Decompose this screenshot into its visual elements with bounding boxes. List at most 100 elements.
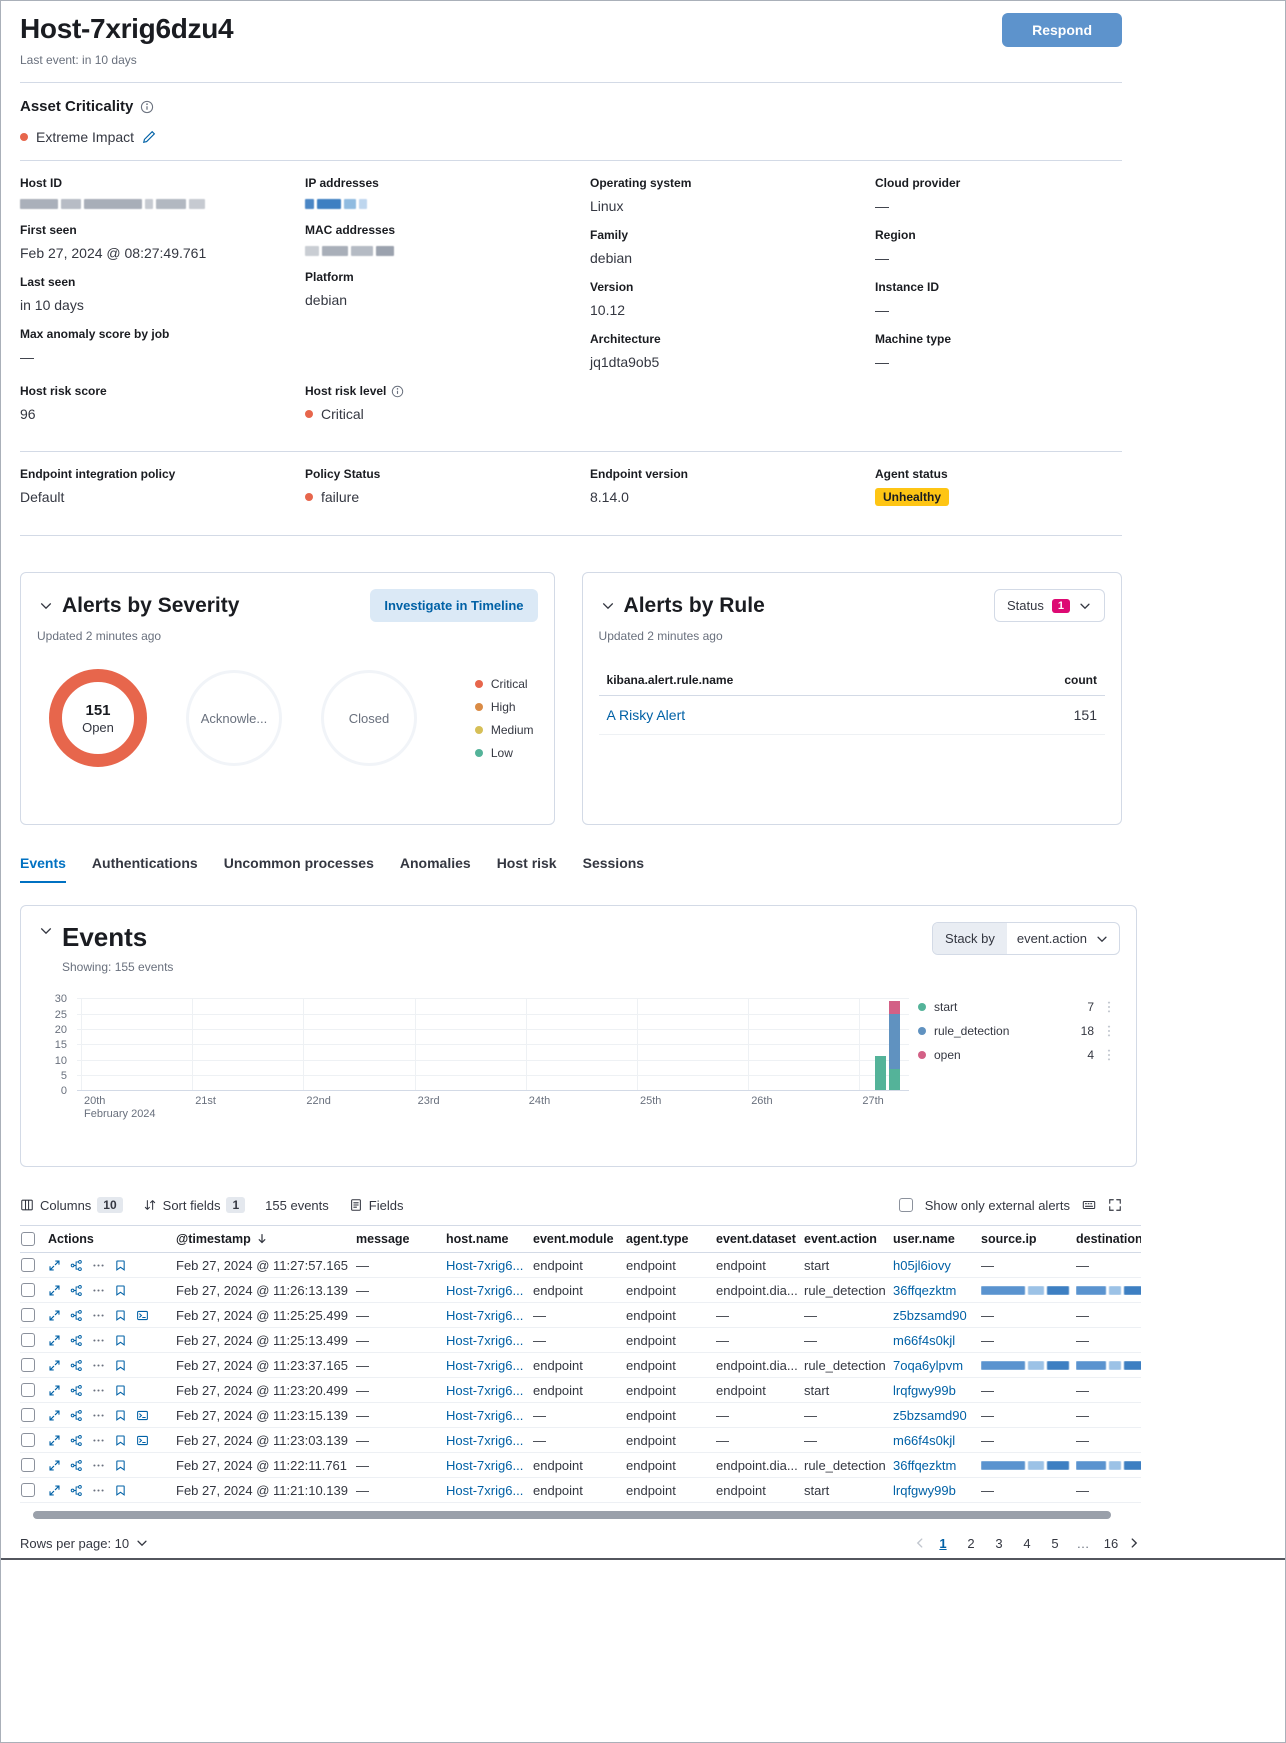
page-number-1[interactable]: 1 (939, 1535, 947, 1551)
user-value[interactable]: h05jl6iovy (893, 1257, 951, 1273)
column-header-message[interactable]: message (356, 1232, 410, 1247)
fullscreen-icon[interactable] (1108, 1198, 1122, 1212)
user-value[interactable]: z5bzsamd90 (893, 1307, 967, 1323)
expand-event-icon[interactable] (48, 1359, 61, 1372)
row-checkbox[interactable] (21, 1283, 35, 1298)
column-header-destination[interactable]: destination (1076, 1232, 1141, 1247)
sort-fields-button[interactable]: Sort fields 1 (143, 1197, 246, 1214)
show-external-alerts-checkbox[interactable] (898, 1198, 913, 1213)
acknowledged-alerts-donut[interactable]: Acknowle... (186, 670, 282, 767)
select-all-checkbox[interactable] (21, 1232, 35, 1247)
column-header-agent-type[interactable]: agent.type (626, 1232, 689, 1247)
user-value[interactable]: lrqfgwy99b (893, 1382, 956, 1398)
collapse-chevron-icon[interactable] (37, 597, 55, 615)
host-value[interactable]: Host-7xrig6... (446, 1332, 524, 1348)
more-actions-icon[interactable] (92, 1409, 105, 1422)
more-actions-icon[interactable] (92, 1359, 105, 1372)
session-view-icon[interactable] (136, 1434, 149, 1447)
row-checkbox[interactable] (21, 1358, 35, 1373)
user-value[interactable]: lrqfgwy99b (893, 1482, 956, 1498)
host-value[interactable]: Host-7xrig6... (446, 1257, 524, 1273)
user-value[interactable]: z5bzsamd90 (893, 1407, 967, 1423)
expand-event-icon[interactable] (48, 1384, 61, 1397)
chevron-right-icon[interactable] (1127, 1536, 1141, 1550)
analyze-event-icon[interactable] (70, 1459, 83, 1472)
more-actions-icon[interactable] (92, 1434, 105, 1447)
more-actions-icon[interactable] (92, 1259, 105, 1272)
host-value[interactable]: Host-7xrig6... (446, 1357, 524, 1373)
open-alerts-donut[interactable]: 151 Open (49, 669, 147, 768)
more-actions-icon[interactable] (92, 1334, 105, 1347)
analyze-event-icon[interactable] (70, 1359, 83, 1372)
expand-event-icon[interactable] (48, 1284, 61, 1297)
column-header-actions[interactable]: Actions (48, 1232, 94, 1247)
row-checkbox[interactable] (21, 1433, 35, 1448)
expand-event-icon[interactable] (48, 1334, 61, 1347)
kebab-icon[interactable] (1102, 1024, 1116, 1038)
host-value[interactable]: Host-7xrig6... (446, 1457, 524, 1473)
rows-per-page-button[interactable]: Rows per page: 10 (20, 1536, 149, 1551)
kebab-icon[interactable] (1102, 1048, 1116, 1062)
row-checkbox[interactable] (21, 1308, 35, 1323)
analyze-event-icon[interactable] (70, 1384, 83, 1397)
tab-host-risk[interactable]: Host risk (496, 855, 557, 872)
column-header-timestamp[interactable]: @timestamp (176, 1232, 356, 1246)
tab-anomalies[interactable]: Anomalies (399, 855, 471, 872)
page-number-4[interactable]: 4 (1023, 1535, 1031, 1551)
column-header-host-name[interactable]: host.name (446, 1232, 509, 1247)
add-to-timeline-icon[interactable] (114, 1259, 127, 1272)
column-header-event-dataset[interactable]: event.dataset (716, 1232, 796, 1247)
column-header-event-module[interactable]: event.module (533, 1232, 614, 1247)
add-to-timeline-icon[interactable] (114, 1284, 127, 1297)
expand-event-icon[interactable] (48, 1409, 61, 1422)
host-value[interactable]: Host-7xrig6... (446, 1432, 524, 1448)
session-view-icon[interactable] (136, 1409, 149, 1422)
row-checkbox[interactable] (21, 1258, 35, 1273)
row-checkbox[interactable] (21, 1408, 35, 1423)
edit-pencil-icon[interactable] (142, 130, 156, 144)
more-actions-icon[interactable] (92, 1459, 105, 1472)
host-value[interactable]: Host-7xrig6... (446, 1307, 524, 1323)
expand-event-icon[interactable] (48, 1484, 61, 1497)
columns-button[interactable]: Columns 10 (20, 1197, 123, 1214)
info-icon[interactable] (391, 385, 404, 398)
tab-sessions[interactable]: Sessions (582, 855, 645, 872)
expand-event-icon[interactable] (48, 1309, 61, 1322)
user-value[interactable]: 7oqa6ylpvm (893, 1357, 964, 1373)
add-to-timeline-icon[interactable] (114, 1459, 127, 1472)
page-number-5[interactable]: 5 (1051, 1535, 1059, 1551)
page-number-16[interactable]: 16 (1103, 1535, 1119, 1551)
column-header-source-ip[interactable]: source.ip (981, 1232, 1037, 1247)
analyze-event-icon[interactable] (70, 1284, 83, 1297)
respond-button[interactable]: Respond (1002, 13, 1122, 47)
add-to-timeline-icon[interactable] (114, 1359, 127, 1372)
analyze-event-icon[interactable] (70, 1334, 83, 1347)
expand-event-icon[interactable] (48, 1459, 61, 1472)
user-value[interactable]: 36ffqezktm (893, 1457, 957, 1473)
more-actions-icon[interactable] (92, 1384, 105, 1397)
expand-event-icon[interactable] (48, 1434, 61, 1447)
add-to-timeline-icon[interactable] (114, 1409, 127, 1422)
info-icon[interactable] (140, 100, 154, 114)
host-value[interactable]: Host-7xrig6... (446, 1407, 524, 1423)
host-value[interactable]: Host-7xrig6... (446, 1382, 524, 1398)
user-value[interactable]: m66f4s0kjl (893, 1332, 956, 1348)
column-header-event-action[interactable]: event.action (804, 1232, 877, 1247)
keyboard-shortcuts-icon[interactable] (1082, 1198, 1096, 1212)
user-value[interactable]: m66f4s0kjl (893, 1432, 956, 1448)
tab-events[interactable]: Events (20, 855, 66, 884)
stack-by-select[interactable]: event.action (1007, 923, 1119, 954)
collapse-chevron-icon[interactable] (599, 597, 617, 615)
row-checkbox[interactable] (21, 1333, 35, 1348)
status-filter-button[interactable]: Status 1 (994, 589, 1105, 623)
investigate-in-timeline-button[interactable]: Investigate in Timeline (370, 589, 538, 623)
analyze-event-icon[interactable] (70, 1484, 83, 1497)
page-number-3[interactable]: 3 (995, 1535, 1003, 1551)
kebab-icon[interactable] (1102, 1000, 1116, 1014)
column-header-user-name[interactable]: user.name (893, 1232, 955, 1247)
analyze-event-icon[interactable] (70, 1409, 83, 1422)
host-value[interactable]: Host-7xrig6... (446, 1482, 524, 1498)
closed-alerts-donut[interactable]: Closed (321, 670, 417, 767)
horizontal-scrollbar[interactable] (33, 1511, 1111, 1520)
add-to-timeline-icon[interactable] (114, 1434, 127, 1447)
